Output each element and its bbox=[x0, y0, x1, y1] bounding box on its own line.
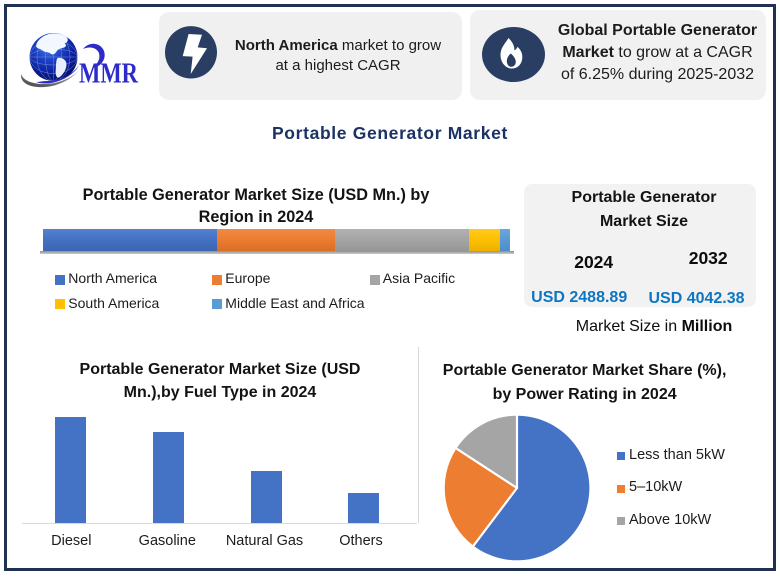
svg-text:MMR: MMR bbox=[79, 58, 139, 89]
